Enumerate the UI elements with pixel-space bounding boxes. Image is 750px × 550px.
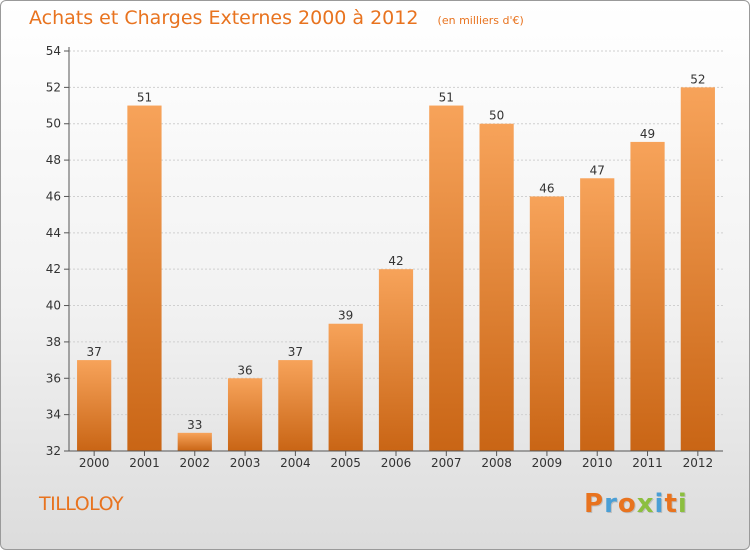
y-tick-label: 36 [46, 371, 61, 385]
x-tick-label: 2011 [632, 456, 663, 470]
x-tick-label: 2005 [330, 456, 361, 470]
data-label: 52 [690, 72, 705, 86]
chart-title: Achats et Charges Externes 2000 à 2012 [29, 7, 419, 29]
data-label: 49 [640, 127, 655, 141]
x-tick-label: 2004 [280, 456, 311, 470]
chart-subtitle: (en milliers d'€) [437, 14, 524, 27]
logo-letter: i [677, 489, 688, 519]
labels: 37 51 33 36 37 39 42 51 50 46 47 49 52 [87, 72, 706, 431]
commune-name: TILLOLOY [39, 493, 124, 515]
x-tick-label: 2003 [230, 456, 261, 470]
y-tick-label: 52 [46, 80, 61, 94]
bar [378, 269, 414, 451]
data-label: 37 [87, 345, 102, 359]
y-tick-label: 50 [46, 117, 61, 131]
x-tick-label: 2012 [683, 456, 714, 470]
logo-letter: r [604, 489, 618, 519]
bar [328, 323, 363, 451]
x-tick-label: 2000 [79, 456, 110, 470]
data-label: 46 [539, 181, 554, 195]
proxiti-logo: Proxiti [584, 489, 688, 519]
logo-letter: i [654, 489, 665, 519]
bar [278, 360, 313, 451]
bar [680, 87, 715, 451]
data-label: 36 [237, 363, 252, 377]
data-label: 33 [187, 418, 202, 432]
x-tick-label: 2006 [381, 456, 412, 470]
y-tick-label: 38 [46, 335, 61, 349]
data-label: 37 [288, 345, 303, 359]
y-tick-label: 32 [46, 444, 61, 458]
logo-letter: o [617, 489, 637, 519]
x-tick-label: 2010 [582, 456, 613, 470]
data-label: 51 [137, 91, 152, 105]
title-block: Achats et Charges Externes 2000 à 2012 (… [29, 7, 524, 29]
x-tick-label: 2009 [532, 456, 563, 470]
y-tick-label: 34 [46, 408, 61, 422]
bar [77, 360, 112, 451]
axes: 32 34 36 38 40 42 44 46 48 50 52 54 2000 2001 2002 2003… [46, 44, 723, 470]
bar [429, 105, 464, 451]
data-label: 47 [590, 163, 605, 177]
y-tick-label: 42 [46, 262, 61, 276]
logo-letter: x [636, 489, 655, 519]
bar [479, 123, 514, 452]
data-label: 39 [338, 309, 353, 323]
data-label: 51 [439, 91, 454, 105]
logo-letter: t [664, 489, 678, 519]
bar [127, 105, 162, 451]
x-tick-label: 2008 [481, 456, 512, 470]
logo-letter: P [584, 489, 605, 519]
data-label: 42 [388, 254, 403, 268]
y-tick-label: 46 [46, 189, 61, 203]
y-tick-label: 48 [46, 153, 61, 167]
bar [227, 378, 263, 451]
y-tick-label: 44 [46, 226, 61, 240]
x-tick-label: 2001 [129, 456, 160, 470]
x-tick-label: 2007 [431, 456, 462, 470]
y-tick-label: 40 [46, 299, 61, 313]
bars [77, 87, 715, 452]
x-tick-label: 2002 [179, 456, 210, 470]
bar [529, 196, 565, 451]
bar [630, 141, 665, 451]
data-label: 50 [489, 109, 504, 123]
bar [177, 432, 212, 451]
bar [580, 178, 615, 452]
y-tick-label: 54 [46, 44, 61, 58]
